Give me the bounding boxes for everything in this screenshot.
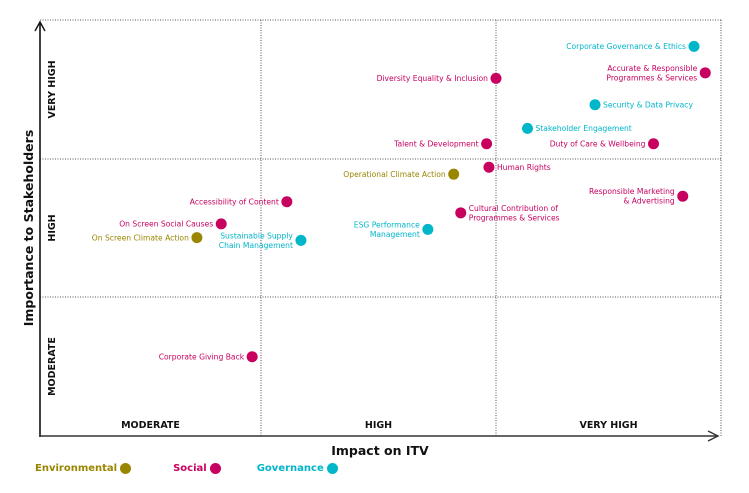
data-point: Operational Climate Action: [343, 168, 460, 180]
point-label: Duty of Care & Wellbeing: [550, 139, 646, 148]
point-marker: [699, 67, 711, 79]
point-label: Sustainable Supply Chain Management: [219, 231, 294, 250]
y-axis-title: Importance to Stakeholders: [21, 130, 36, 327]
point-marker: [677, 190, 689, 202]
point-marker: [490, 72, 502, 84]
band-labels: MODERATE HIGH VERY HIGH MODERATE HIGH VERY HI…: [47, 60, 638, 431]
point-label: Accurate & Responsible Programmes & Servi…: [606, 64, 697, 83]
point-label: Accessibility of Content: [190, 197, 279, 206]
data-point: Cultural Contribution of Programmes & Ser…: [455, 204, 560, 223]
x-axis-arrow: [707, 430, 720, 442]
data-point: Human Rights: [483, 161, 551, 173]
point-marker: [481, 138, 493, 150]
point-label: Corporate Governance & Ethics: [566, 42, 686, 51]
legend-dot-social: [209, 463, 221, 474]
point-label: On Screen Social Causes: [119, 220, 213, 229]
data-point: Stakeholder Engagement: [522, 122, 632, 134]
point-marker: [522, 122, 533, 134]
data-point: Responsible Marketing & Advertising: [589, 187, 689, 206]
y-band-label: MODERATE: [47, 337, 58, 396]
legend-item-governance: Governance: [257, 463, 338, 474]
legend-dot-environmental: [120, 463, 132, 474]
x-band-label: HIGH: [365, 420, 392, 431]
y-axis-arrow: [34, 20, 46, 32]
axes: [34, 20, 720, 442]
point-marker: [648, 138, 659, 150]
point-marker: [281, 196, 293, 208]
point-label: Human Rights: [497, 163, 551, 172]
legend-item-environmental: Environmental: [35, 463, 132, 474]
point-marker: [246, 351, 258, 363]
x-band-label: MODERATE: [121, 420, 180, 431]
point-marker: [422, 223, 434, 235]
data-point: Accurate & Responsible Programmes & Servi…: [606, 64, 711, 83]
point-label: Responsible Marketing & Advertising: [589, 187, 675, 206]
point-marker: [483, 161, 495, 173]
point-marker: [295, 234, 307, 246]
y-band-label: VERY HIGH: [47, 60, 58, 118]
legend-label-social: Social: [173, 463, 207, 474]
point-marker: [448, 168, 460, 180]
point-label: ESG Performance Management: [354, 220, 420, 239]
legend-label-governance: Governance: [256, 463, 324, 474]
legend: Environmental Social Governance: [35, 463, 374, 474]
point-label: Talent & Development: [393, 139, 478, 148]
point-marker: [455, 207, 467, 219]
data-point: ESG Performance Management: [354, 220, 434, 239]
y-band-label: HIGH: [47, 214, 58, 241]
data-point: Corporate Governance & Ethics: [566, 40, 700, 52]
legend-item-social: Social: [173, 463, 221, 474]
point-label: Stakeholder Engagement: [536, 124, 632, 133]
data-point: Diversity Equality & Inclusion: [377, 72, 502, 84]
x-axis-title: Impact on ITV: [331, 443, 429, 458]
point-marker: [589, 99, 601, 111]
legend-label-environmental: Environmental: [35, 463, 118, 474]
point-label: Operational Climate Action: [343, 170, 446, 179]
data-point: On Screen Social Causes: [119, 218, 227, 230]
point-label: Diversity Equality & Inclusion: [377, 74, 489, 83]
point-label: On Screen Climate Action: [92, 233, 189, 242]
x-band-label: VERY HIGH: [579, 420, 637, 431]
data-point: Accessibility of Content: [190, 196, 293, 208]
data-points: Corporate Governance & Ethics Accurate & …: [92, 40, 711, 363]
point-label: Cultural Contribution of Programmes & Ser…: [469, 204, 560, 223]
data-point: Duty of Care & Wellbeing: [550, 138, 659, 150]
data-point: Security & Data Privacy: [589, 99, 693, 111]
grid: [40, 19, 722, 436]
data-point: Sustainable Supply Chain Management: [219, 231, 307, 250]
data-point: Corporate Giving Back: [159, 351, 258, 363]
legend-dot-governance: [326, 463, 338, 474]
point-label: Security & Data Privacy: [603, 100, 693, 109]
point-marker: [215, 218, 227, 230]
point-label: Corporate Giving Back: [159, 352, 245, 361]
data-point: On Screen Climate Action: [92, 232, 203, 244]
point-marker: [688, 40, 700, 52]
data-point: Talent & Development: [393, 138, 493, 150]
point-marker: [191, 232, 203, 244]
